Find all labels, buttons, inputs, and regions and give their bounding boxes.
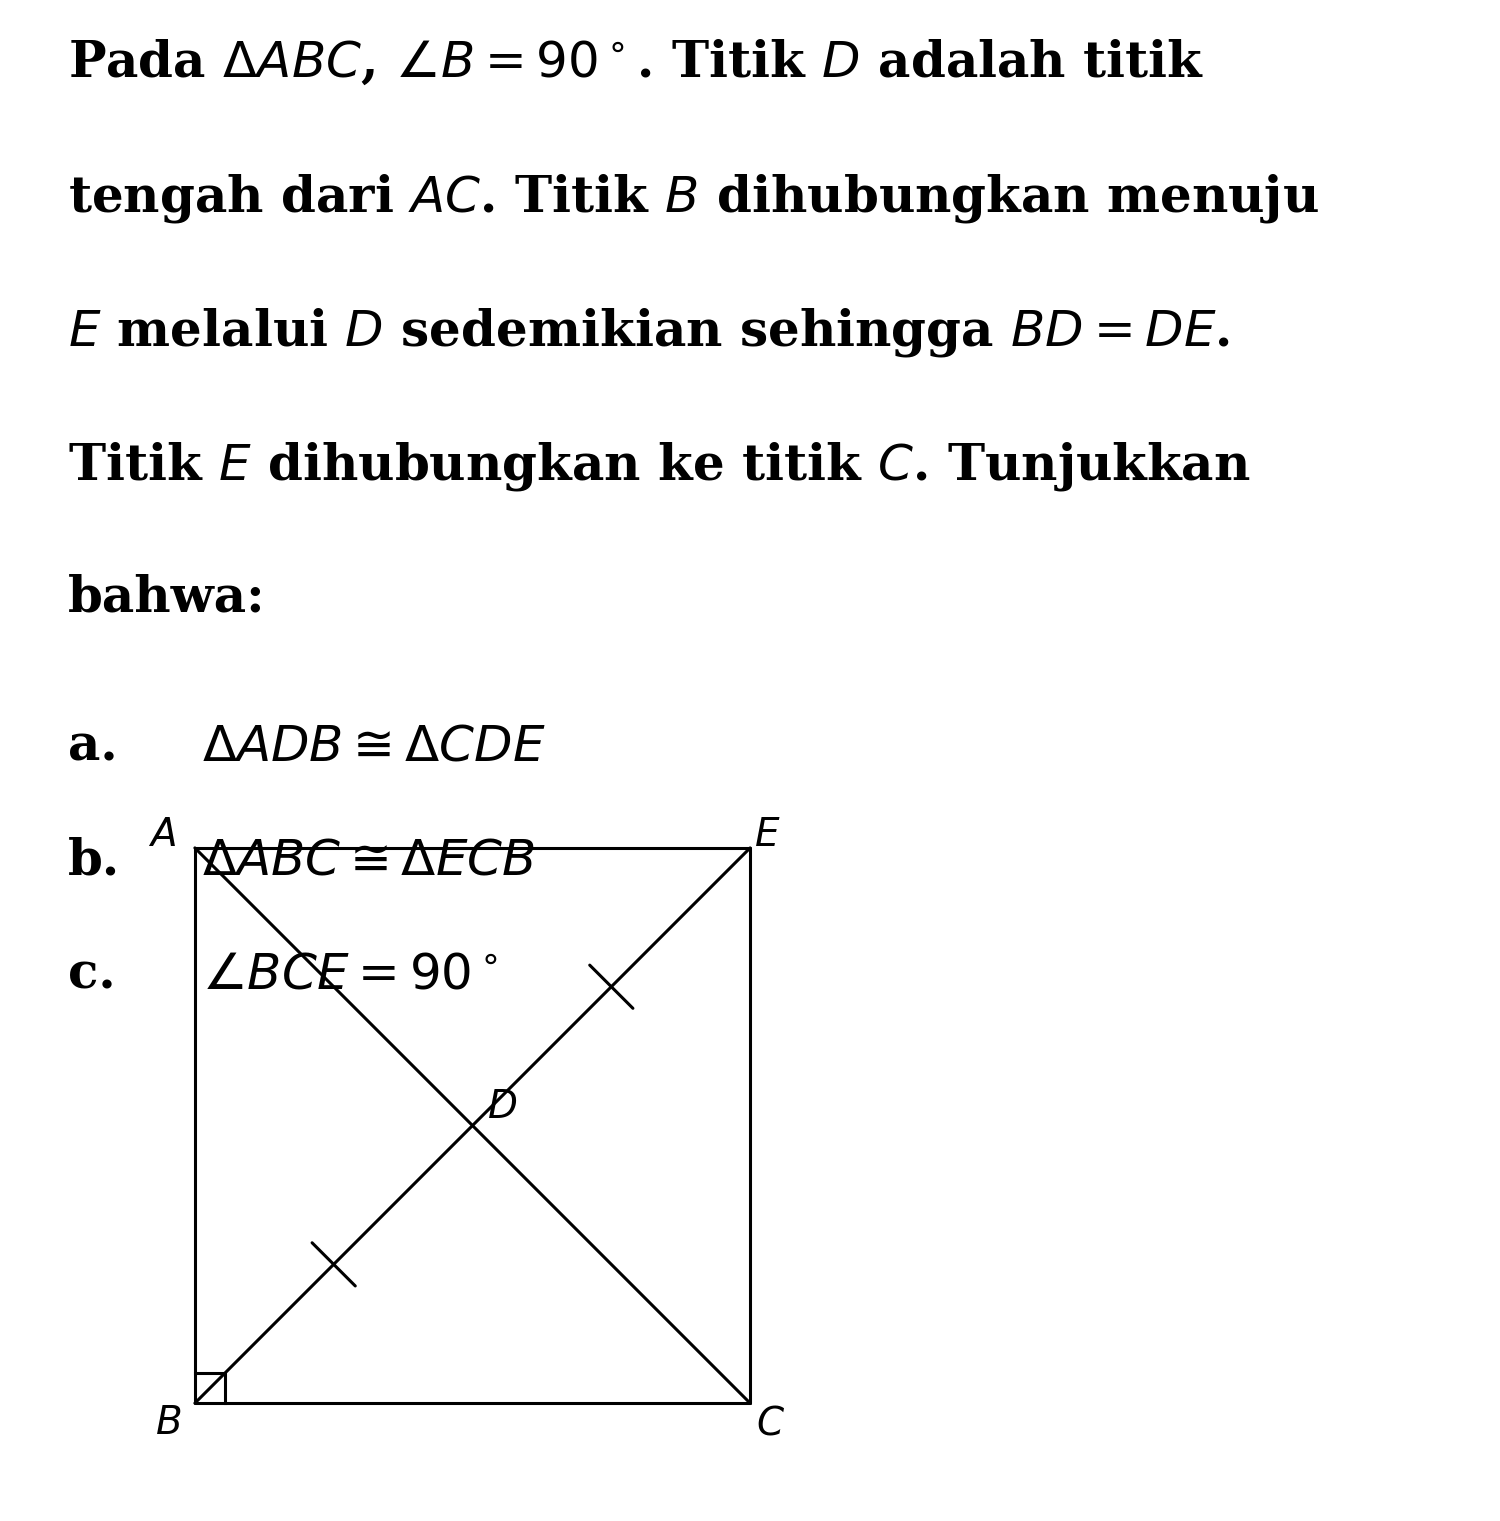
Text: $\Delta ADB \cong \Delta CDE$: $\Delta ADB \cong \Delta CDE$ — [202, 722, 546, 771]
Text: a.: a. — [68, 722, 117, 771]
Text: Pada $\Delta ABC$, $\angle B = 90^\circ$. Titik $D$ adalah titik: Pada $\Delta ABC$, $\angle B = 90^\circ$… — [68, 38, 1204, 88]
Text: $E$ melalui $D$ sedemikian sehingga $BD = DE$.: $E$ melalui $D$ sedemikian sehingga $BD … — [68, 306, 1230, 359]
Text: $\angle BCE = 90^\circ$: $\angle BCE = 90^\circ$ — [202, 951, 498, 999]
Text: $\Delta ABC \cong \Delta ECB$: $\Delta ABC \cong \Delta ECB$ — [202, 837, 536, 885]
Text: b.: b. — [68, 837, 120, 885]
Text: Titik $E$ dihubungkan ke titik $C$. Tunjukkan: Titik $E$ dihubungkan ke titik $C$. Tunj… — [68, 440, 1249, 493]
Text: $D$: $D$ — [488, 1088, 518, 1126]
Text: $A$: $A$ — [147, 815, 176, 853]
Text: $E$: $E$ — [753, 815, 780, 853]
Text: $C$: $C$ — [756, 1404, 784, 1442]
Text: $B$: $B$ — [154, 1404, 182, 1442]
Text: tengah dari $AC$. Titik $B$ dihubungkan menuju: tengah dari $AC$. Titik $B$ dihubungkan … — [68, 172, 1318, 225]
Text: bahwa:: bahwa: — [68, 573, 266, 622]
Text: c.: c. — [68, 951, 116, 999]
